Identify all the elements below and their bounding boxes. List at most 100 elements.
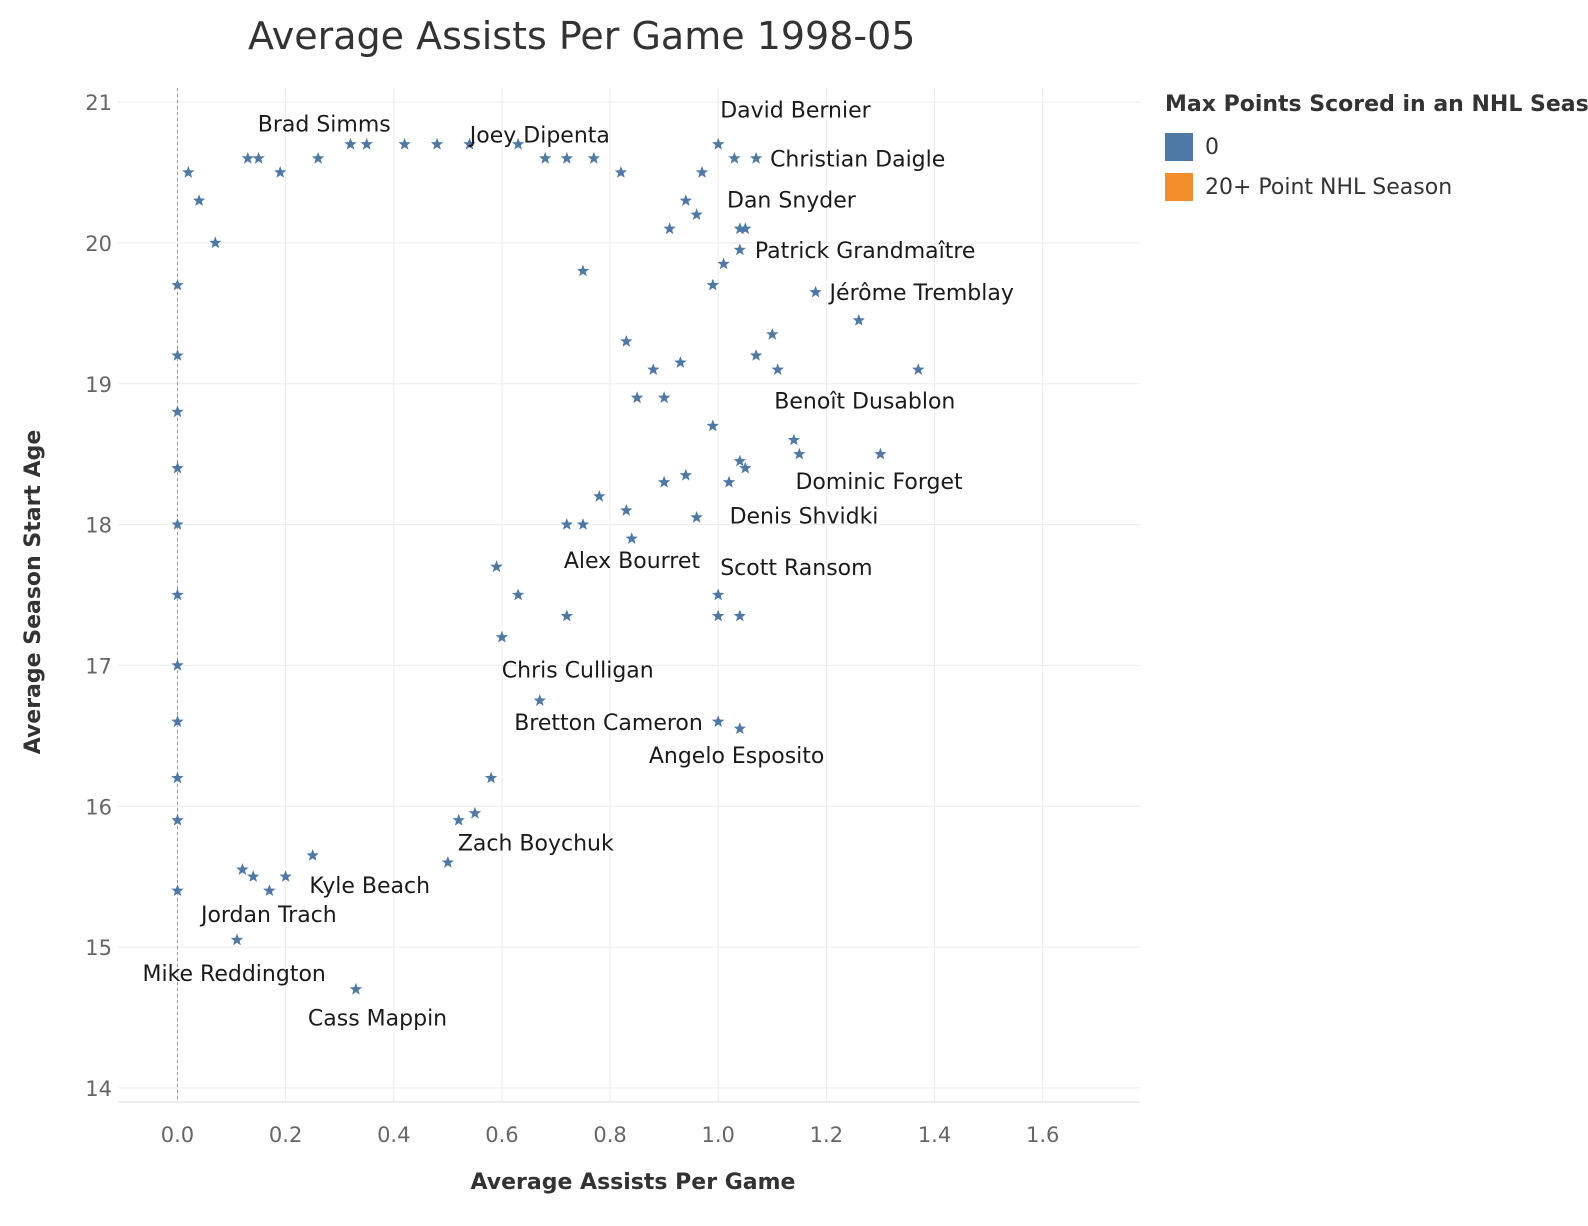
data-point[interactable]	[733, 243, 746, 256]
data-point[interactable]	[809, 285, 822, 298]
data-point[interactable]	[663, 222, 676, 235]
data-point[interactable]	[749, 349, 763, 361]
data-point[interactable]	[512, 588, 525, 601]
point-annotation: Dominic Forget	[795, 470, 963, 495]
data-point[interactable]	[576, 518, 590, 530]
legend-item-0[interactable]: 0	[1165, 127, 1588, 167]
data-point[interactable]	[614, 166, 628, 178]
data-point[interactable]	[247, 870, 260, 882]
data-point[interactable]	[706, 419, 719, 432]
data-point[interactable]	[452, 813, 465, 826]
data-point[interactable]	[171, 658, 184, 671]
data-point[interactable]	[912, 363, 925, 375]
data-point[interactable]	[349, 982, 363, 995]
point-annotation: Scott Ransom	[720, 556, 872, 581]
data-point[interactable]	[241, 151, 254, 164]
data-point[interactable]	[182, 166, 195, 178]
data-point[interactable]	[712, 588, 725, 601]
data-point[interactable]	[739, 461, 752, 474]
data-point[interactable]	[852, 313, 865, 326]
data-point[interactable]	[171, 461, 184, 474]
data-point[interactable]	[209, 236, 222, 249]
data-point[interactable]	[274, 166, 287, 178]
data-point[interactable]	[263, 884, 276, 896]
data-point[interactable]	[441, 856, 454, 868]
data-point[interactable]	[733, 454, 746, 467]
data-point[interactable]	[690, 208, 703, 220]
data-point[interactable]	[712, 609, 725, 622]
data-point[interactable]	[576, 264, 590, 277]
data-point[interactable]	[722, 475, 736, 488]
data-point[interactable]	[560, 518, 573, 530]
data-point[interactable]	[787, 433, 801, 446]
data-point[interactable]	[490, 560, 503, 573]
data-point[interactable]	[398, 137, 411, 150]
data-point[interactable]	[695, 166, 709, 178]
data-point[interactable]	[733, 722, 746, 735]
data-point[interactable]	[171, 771, 184, 784]
data-point[interactable]	[679, 194, 692, 206]
data-point[interactable]	[512, 137, 525, 150]
data-point[interactable]	[717, 257, 730, 270]
data-point[interactable]	[430, 137, 444, 150]
data-point[interactable]	[690, 511, 703, 523]
legend: Max Points Scored in an NHL Season 0 20+…	[1165, 92, 1588, 207]
point-annotation: Zach Boychuk	[458, 832, 614, 857]
data-point[interactable]	[739, 222, 752, 235]
data-point[interactable]	[733, 222, 746, 235]
data-point[interactable]	[171, 518, 184, 530]
data-point[interactable]	[463, 137, 476, 150]
data-point[interactable]	[171, 813, 184, 826]
data-point[interactable]	[630, 391, 644, 404]
data-point[interactable]	[279, 870, 292, 882]
data-point[interactable]	[539, 151, 552, 164]
data-point[interactable]	[560, 151, 573, 164]
data-point[interactable]	[771, 363, 784, 375]
data-point[interactable]	[171, 349, 184, 361]
data-point[interactable]	[344, 137, 357, 150]
x-tick-label: 1.0	[702, 1123, 735, 1147]
data-point[interactable]	[679, 468, 692, 481]
data-point[interactable]	[587, 151, 600, 164]
data-point[interactable]	[658, 475, 671, 488]
data-point[interactable]	[171, 884, 184, 896]
data-point[interactable]	[706, 278, 719, 291]
data-point[interactable]	[733, 609, 746, 622]
data-point[interactable]	[712, 137, 725, 150]
data-point[interactable]	[749, 151, 763, 164]
data-point[interactable]	[712, 715, 725, 727]
data-point[interactable]	[306, 849, 319, 861]
data-point[interactable]	[192, 194, 206, 206]
data-point[interactable]	[311, 151, 325, 164]
data-point[interactable]	[625, 532, 638, 544]
data-point[interactable]	[171, 405, 184, 418]
data-point[interactable]	[495, 630, 509, 643]
data-point[interactable]	[533, 694, 546, 706]
data-point[interactable]	[484, 771, 498, 784]
data-point[interactable]	[252, 151, 265, 164]
data-point[interactable]	[647, 363, 660, 375]
data-point[interactable]	[171, 278, 184, 291]
data-point[interactable]	[674, 356, 687, 368]
data-point[interactable]	[236, 863, 249, 875]
data-point[interactable]	[593, 489, 606, 502]
data-point[interactable]	[766, 328, 779, 340]
data-point[interactable]	[360, 137, 373, 150]
data-point[interactable]	[874, 447, 887, 460]
point-annotation: Christian Daigle	[770, 147, 945, 172]
data-point[interactable]	[468, 806, 482, 819]
data-point[interactable]	[560, 609, 573, 622]
data-point[interactable]	[620, 504, 633, 516]
point-annotation: David Bernier	[720, 98, 871, 123]
point-annotations: Brad Simms Joey Dipenta David Bernier Chris…	[142, 98, 1013, 1031]
y-tick-label: 18	[85, 514, 112, 538]
legend-item-20-plus[interactable]: 20+ Point NHL Season	[1165, 167, 1588, 207]
data-point[interactable]	[230, 933, 244, 946]
data-point[interactable]	[658, 391, 671, 404]
data-point[interactable]	[793, 447, 806, 460]
data-point[interactable]	[171, 715, 184, 727]
data-point[interactable]	[620, 335, 633, 347]
data-point[interactable]	[171, 588, 184, 601]
data-point[interactable]	[728, 151, 741, 164]
